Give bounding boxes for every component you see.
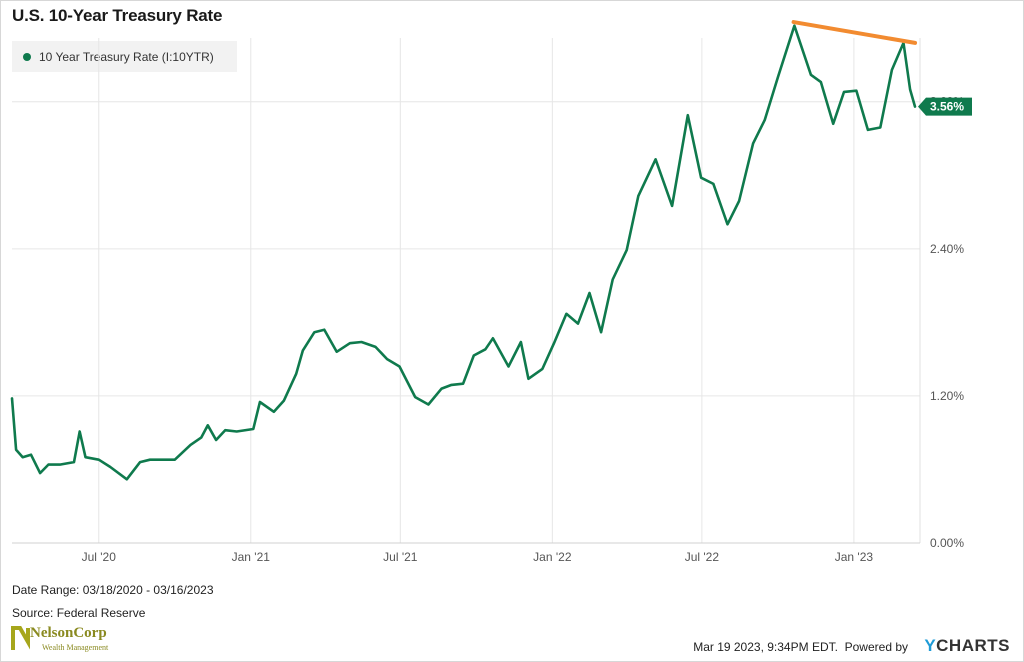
date-range: Date Range: 03/18/2020 - 03/16/2023: [12, 583, 214, 597]
legend[interactable]: 10 Year Treasury Rate (I:10YTR): [12, 41, 237, 72]
trendline: [791, 20, 918, 45]
legend-label: 10 Year Treasury Rate (I:10YTR): [39, 49, 214, 64]
x-tick-label: Jul '22: [685, 550, 720, 564]
source-note: Source: Federal Reserve: [12, 606, 146, 620]
x-tick-label: Jan '22: [533, 550, 572, 564]
y-tick-label: 2.40%: [930, 242, 964, 256]
x-tick-label: Jul '20: [82, 550, 117, 564]
timestamp: Mar 19 2023, 9:34PM EDT. Powered by: [693, 640, 908, 654]
x-tick-label: Jan '23: [835, 550, 874, 564]
powered-by-text: Powered by: [844, 640, 908, 654]
chart-title: U.S. 10-Year Treasury Rate: [12, 6, 223, 25]
legend-marker: [23, 52, 31, 61]
y-tick-label: 1.20%: [930, 389, 964, 403]
ycharts-logo-text: CHARTS: [936, 636, 1010, 655]
y-tick-label: 0.00%: [930, 536, 964, 550]
x-tick-label: Jan '21: [232, 550, 271, 564]
nelsoncorp-logo-icon: [11, 626, 30, 650]
current-value-label: 3.56%: [930, 100, 964, 114]
logo-subtitle: Wealth Management: [42, 643, 109, 652]
ycharts-logo-y: Y: [924, 636, 937, 655]
timestamp-text: Mar 19 2023, 9:34PM EDT.: [693, 640, 838, 654]
ycharts-logo[interactable]: YCHARTS: [924, 636, 1010, 656]
series-line: [10, 24, 917, 481]
current-value-badge: [918, 97, 972, 116]
logo-name: NelsonCorp: [30, 625, 107, 641]
x-tick-label: Jul '21: [383, 550, 418, 564]
